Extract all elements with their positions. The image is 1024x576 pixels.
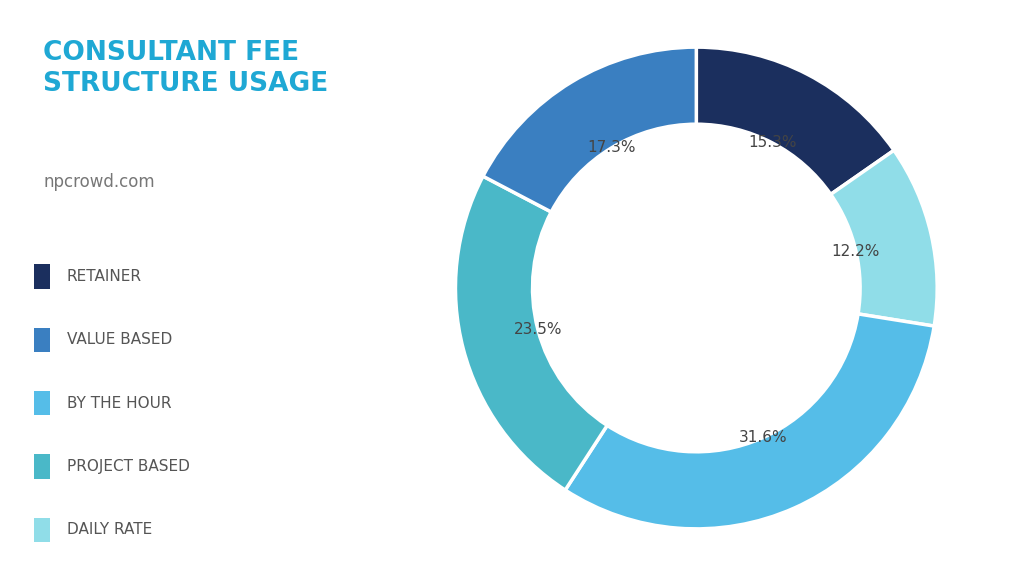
Text: DAILY RATE: DAILY RATE bbox=[67, 522, 153, 537]
Text: npcrowd.com: npcrowd.com bbox=[43, 173, 155, 191]
Wedge shape bbox=[565, 314, 934, 529]
Text: 31.6%: 31.6% bbox=[738, 430, 787, 445]
FancyBboxPatch shape bbox=[35, 328, 50, 352]
FancyBboxPatch shape bbox=[35, 391, 50, 415]
FancyBboxPatch shape bbox=[35, 518, 50, 542]
Text: BY THE HOUR: BY THE HOUR bbox=[67, 396, 171, 411]
Text: RETAINER: RETAINER bbox=[67, 269, 142, 284]
Wedge shape bbox=[456, 176, 607, 490]
Text: 15.3%: 15.3% bbox=[748, 135, 797, 150]
Text: CONSULTANT FEE
STRUCTURE USAGE: CONSULTANT FEE STRUCTURE USAGE bbox=[43, 40, 329, 97]
FancyBboxPatch shape bbox=[35, 264, 50, 289]
Wedge shape bbox=[696, 47, 894, 194]
Text: VALUE BASED: VALUE BASED bbox=[67, 332, 172, 347]
Text: 17.3%: 17.3% bbox=[588, 141, 636, 156]
Wedge shape bbox=[483, 47, 696, 212]
Text: 23.5%: 23.5% bbox=[514, 322, 562, 337]
Text: 12.2%: 12.2% bbox=[831, 244, 881, 259]
Text: PROJECT BASED: PROJECT BASED bbox=[67, 459, 189, 474]
FancyBboxPatch shape bbox=[35, 454, 50, 479]
Wedge shape bbox=[830, 150, 937, 326]
